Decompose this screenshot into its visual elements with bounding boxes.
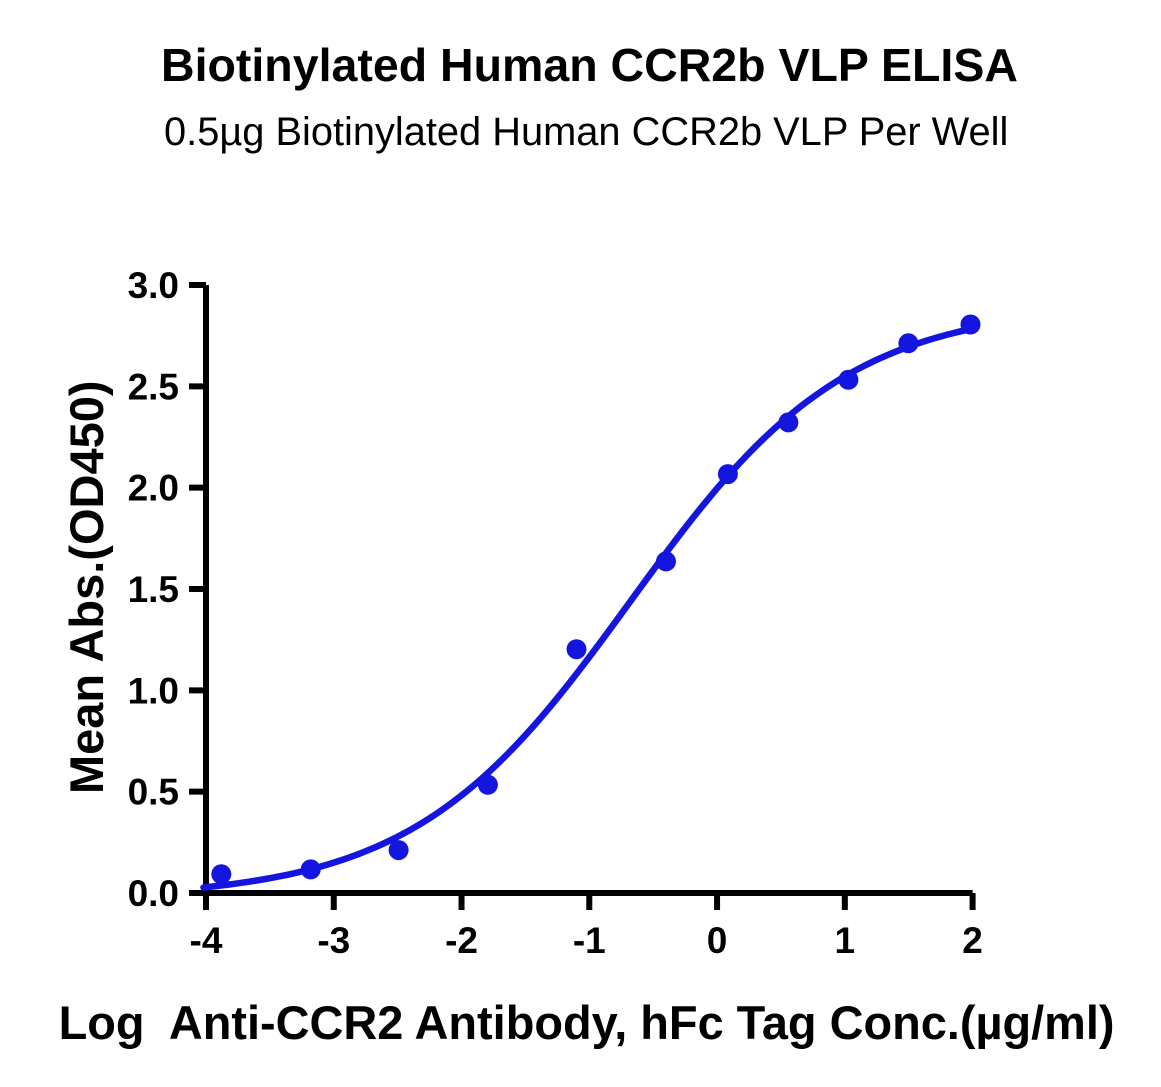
svg-text:2.5: 2.5 (128, 366, 179, 407)
svg-text:-4: -4 (190, 920, 223, 961)
svg-text:2.0: 2.0 (128, 468, 179, 509)
svg-text:-2: -2 (445, 920, 478, 961)
svg-text:3.0: 3.0 (128, 265, 179, 306)
svg-text:-1: -1 (573, 920, 606, 961)
svg-text:2: 2 (962, 920, 983, 961)
svg-text:0.0: 0.0 (128, 873, 179, 914)
svg-text:1.5: 1.5 (128, 569, 179, 610)
svg-text:-3: -3 (317, 920, 350, 961)
svg-text:0: 0 (707, 920, 728, 961)
svg-text:1: 1 (835, 920, 856, 961)
svg-text:0.5: 0.5 (128, 772, 179, 813)
svg-text:1.0: 1.0 (128, 670, 179, 711)
